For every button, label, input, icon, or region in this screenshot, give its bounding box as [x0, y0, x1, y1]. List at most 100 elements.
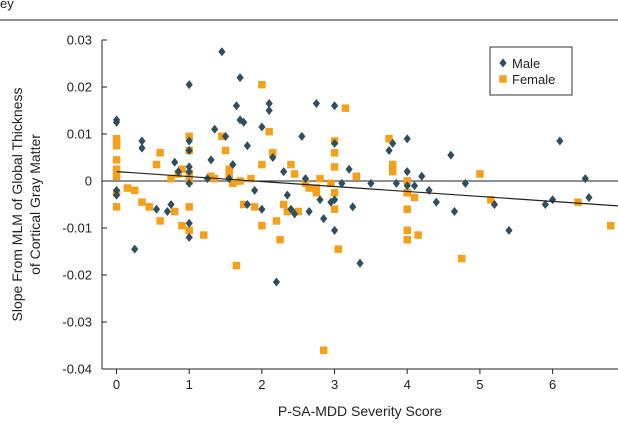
- x-axis-label: P-SA-MDD Severity Score: [278, 403, 442, 419]
- female-point: [312, 189, 321, 197]
- male-point: [236, 73, 244, 83]
- legend-box: [489, 46, 573, 96]
- legend-label-male: Male: [512, 56, 540, 71]
- male-point: [327, 197, 335, 207]
- y-tick-label: -0.03: [62, 315, 92, 330]
- female-point: [258, 80, 266, 89]
- female-point: [258, 221, 266, 230]
- female-point: [301, 179, 310, 188]
- trend-line: [116, 171, 618, 207]
- female-point: [145, 203, 153, 211]
- female-point: [152, 160, 161, 169]
- female-point: [218, 132, 226, 141]
- female-point: [388, 167, 397, 176]
- male-point: [185, 167, 193, 177]
- female-point: [276, 236, 284, 244]
- male-point: [461, 178, 469, 188]
- female-point: [334, 245, 342, 253]
- male-point: [112, 185, 121, 195]
- male-point: [185, 136, 193, 146]
- female-point: [403, 189, 411, 197]
- male-point: [185, 162, 193, 172]
- legend-label-female: Female: [512, 72, 555, 87]
- female-point: [112, 165, 121, 173]
- female-point: [185, 226, 193, 235]
- male-point: [265, 106, 273, 115]
- female-point: [290, 170, 299, 178]
- female-point: [167, 174, 175, 183]
- male-point: [316, 195, 324, 205]
- male-point: [221, 131, 230, 141]
- male-point: [330, 101, 339, 111]
- male-point: [218, 47, 226, 57]
- x-tick-label: 2: [258, 377, 265, 392]
- female-point: [112, 142, 121, 150]
- legend-marker-female: [499, 75, 507, 83]
- male-point: [185, 145, 193, 155]
- male-point: [290, 209, 299, 219]
- female-point: [112, 172, 121, 181]
- female-point: [123, 184, 132, 192]
- female-point: [316, 174, 324, 183]
- male-point: [185, 178, 193, 188]
- female-point: [112, 134, 121, 143]
- female-point: [232, 261, 241, 270]
- male-point: [330, 225, 339, 235]
- female-point: [606, 221, 615, 230]
- female-point: [385, 134, 393, 143]
- female-point: [410, 193, 419, 202]
- male-point: [229, 160, 237, 170]
- male-point: [167, 200, 175, 209]
- female-point: [112, 203, 121, 211]
- female-point: [305, 184, 313, 192]
- female-point: [457, 254, 466, 263]
- female-point: [156, 149, 164, 157]
- male-point: [541, 200, 549, 209]
- male-point: [280, 167, 288, 177]
- female-point: [327, 179, 335, 188]
- female-point: [403, 205, 411, 213]
- female-point: [250, 203, 259, 211]
- male-point: [301, 174, 310, 184]
- female-point: [130, 186, 139, 195]
- female-point: [178, 221, 186, 230]
- male-point: [338, 178, 346, 188]
- male-point: [211, 124, 219, 134]
- female-point: [319, 346, 328, 354]
- female-point: [388, 160, 397, 169]
- male-point: [345, 164, 353, 174]
- male-point: [171, 157, 179, 167]
- male-point: [240, 117, 248, 127]
- female-point: [312, 184, 321, 192]
- male-point: [418, 171, 426, 181]
- header-fragment: ey: [0, 0, 14, 11]
- legend-marker-male: [499, 58, 507, 68]
- male-point: [349, 202, 357, 212]
- male-point: [505, 225, 513, 235]
- x-tick-label: 6: [549, 377, 556, 392]
- male-point: [548, 195, 557, 205]
- female-point: [229, 179, 237, 188]
- x-tick-label: 5: [476, 377, 483, 392]
- male-point: [203, 174, 211, 184]
- male-point: [432, 197, 440, 207]
- male-point: [330, 195, 339, 205]
- female-point: [330, 205, 339, 213]
- male-point: [298, 131, 306, 141]
- female-point: [199, 231, 208, 239]
- y-tick-label: -0.01: [62, 221, 92, 236]
- male-point: [258, 122, 266, 132]
- male-point: [305, 207, 313, 217]
- female-point: [403, 177, 411, 185]
- male-point: [258, 204, 266, 214]
- female-point: [221, 146, 230, 155]
- male-point: [312, 98, 320, 108]
- male-point: [174, 167, 182, 177]
- female-point: [185, 203, 193, 211]
- male-point: [243, 200, 251, 209]
- male-point: [243, 141, 251, 151]
- female-point: [247, 174, 255, 183]
- female-point: [170, 207, 179, 216]
